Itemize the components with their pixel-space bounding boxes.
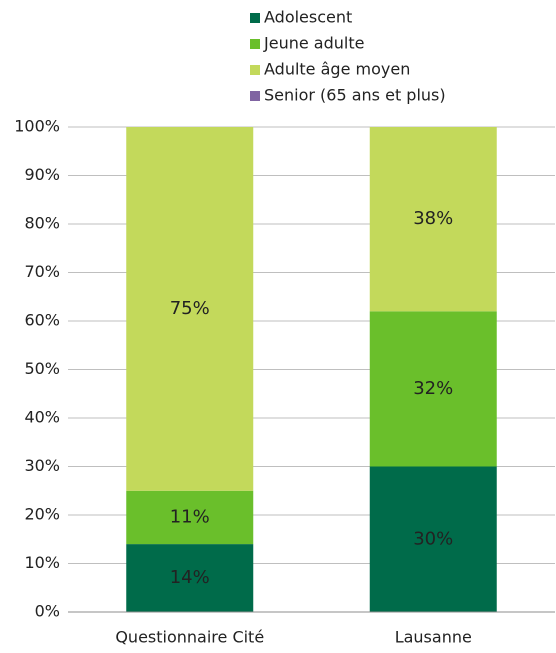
y-tick-label: 10% (24, 553, 60, 572)
x-tick-label: Lausanne (395, 628, 472, 647)
bar-segment (126, 544, 254, 612)
bar-segment (369, 466, 497, 612)
data-label: 32% (413, 378, 453, 399)
legend-label: Adulte âge moyen (264, 60, 410, 79)
y-tick-label: 100% (14, 117, 60, 136)
legend-label: Adolescent (264, 8, 352, 27)
legend-label: Jeune adulte (263, 34, 364, 53)
y-tick-label: 60% (24, 311, 60, 330)
bar-segment (126, 127, 254, 491)
legend-swatch (250, 91, 260, 101)
y-tick-label: 40% (24, 408, 60, 427)
y-tick-label: 20% (24, 505, 60, 524)
legend-label: Senior (65 ans et plus) (264, 86, 446, 105)
y-tick-label: 0% (35, 602, 60, 621)
legend-swatch (250, 65, 260, 75)
y-tick-label: 80% (24, 214, 60, 233)
y-tick-label: 90% (24, 165, 60, 184)
data-label: 11% (170, 506, 210, 527)
bar-segment (369, 127, 497, 312)
data-label: 38% (413, 208, 453, 229)
data-label: 30% (413, 528, 453, 549)
data-label: 14% (170, 567, 210, 588)
y-tick-label: 30% (24, 456, 60, 475)
bar-segment (126, 490, 254, 545)
legend-swatch (250, 39, 260, 49)
y-tick-label: 70% (24, 262, 60, 281)
data-label: 75% (170, 298, 210, 319)
legend-swatch (250, 13, 260, 23)
y-tick-label: 50% (24, 359, 60, 378)
x-tick-label: Questionnaire Cité (115, 628, 264, 647)
bar-segment (369, 311, 497, 467)
